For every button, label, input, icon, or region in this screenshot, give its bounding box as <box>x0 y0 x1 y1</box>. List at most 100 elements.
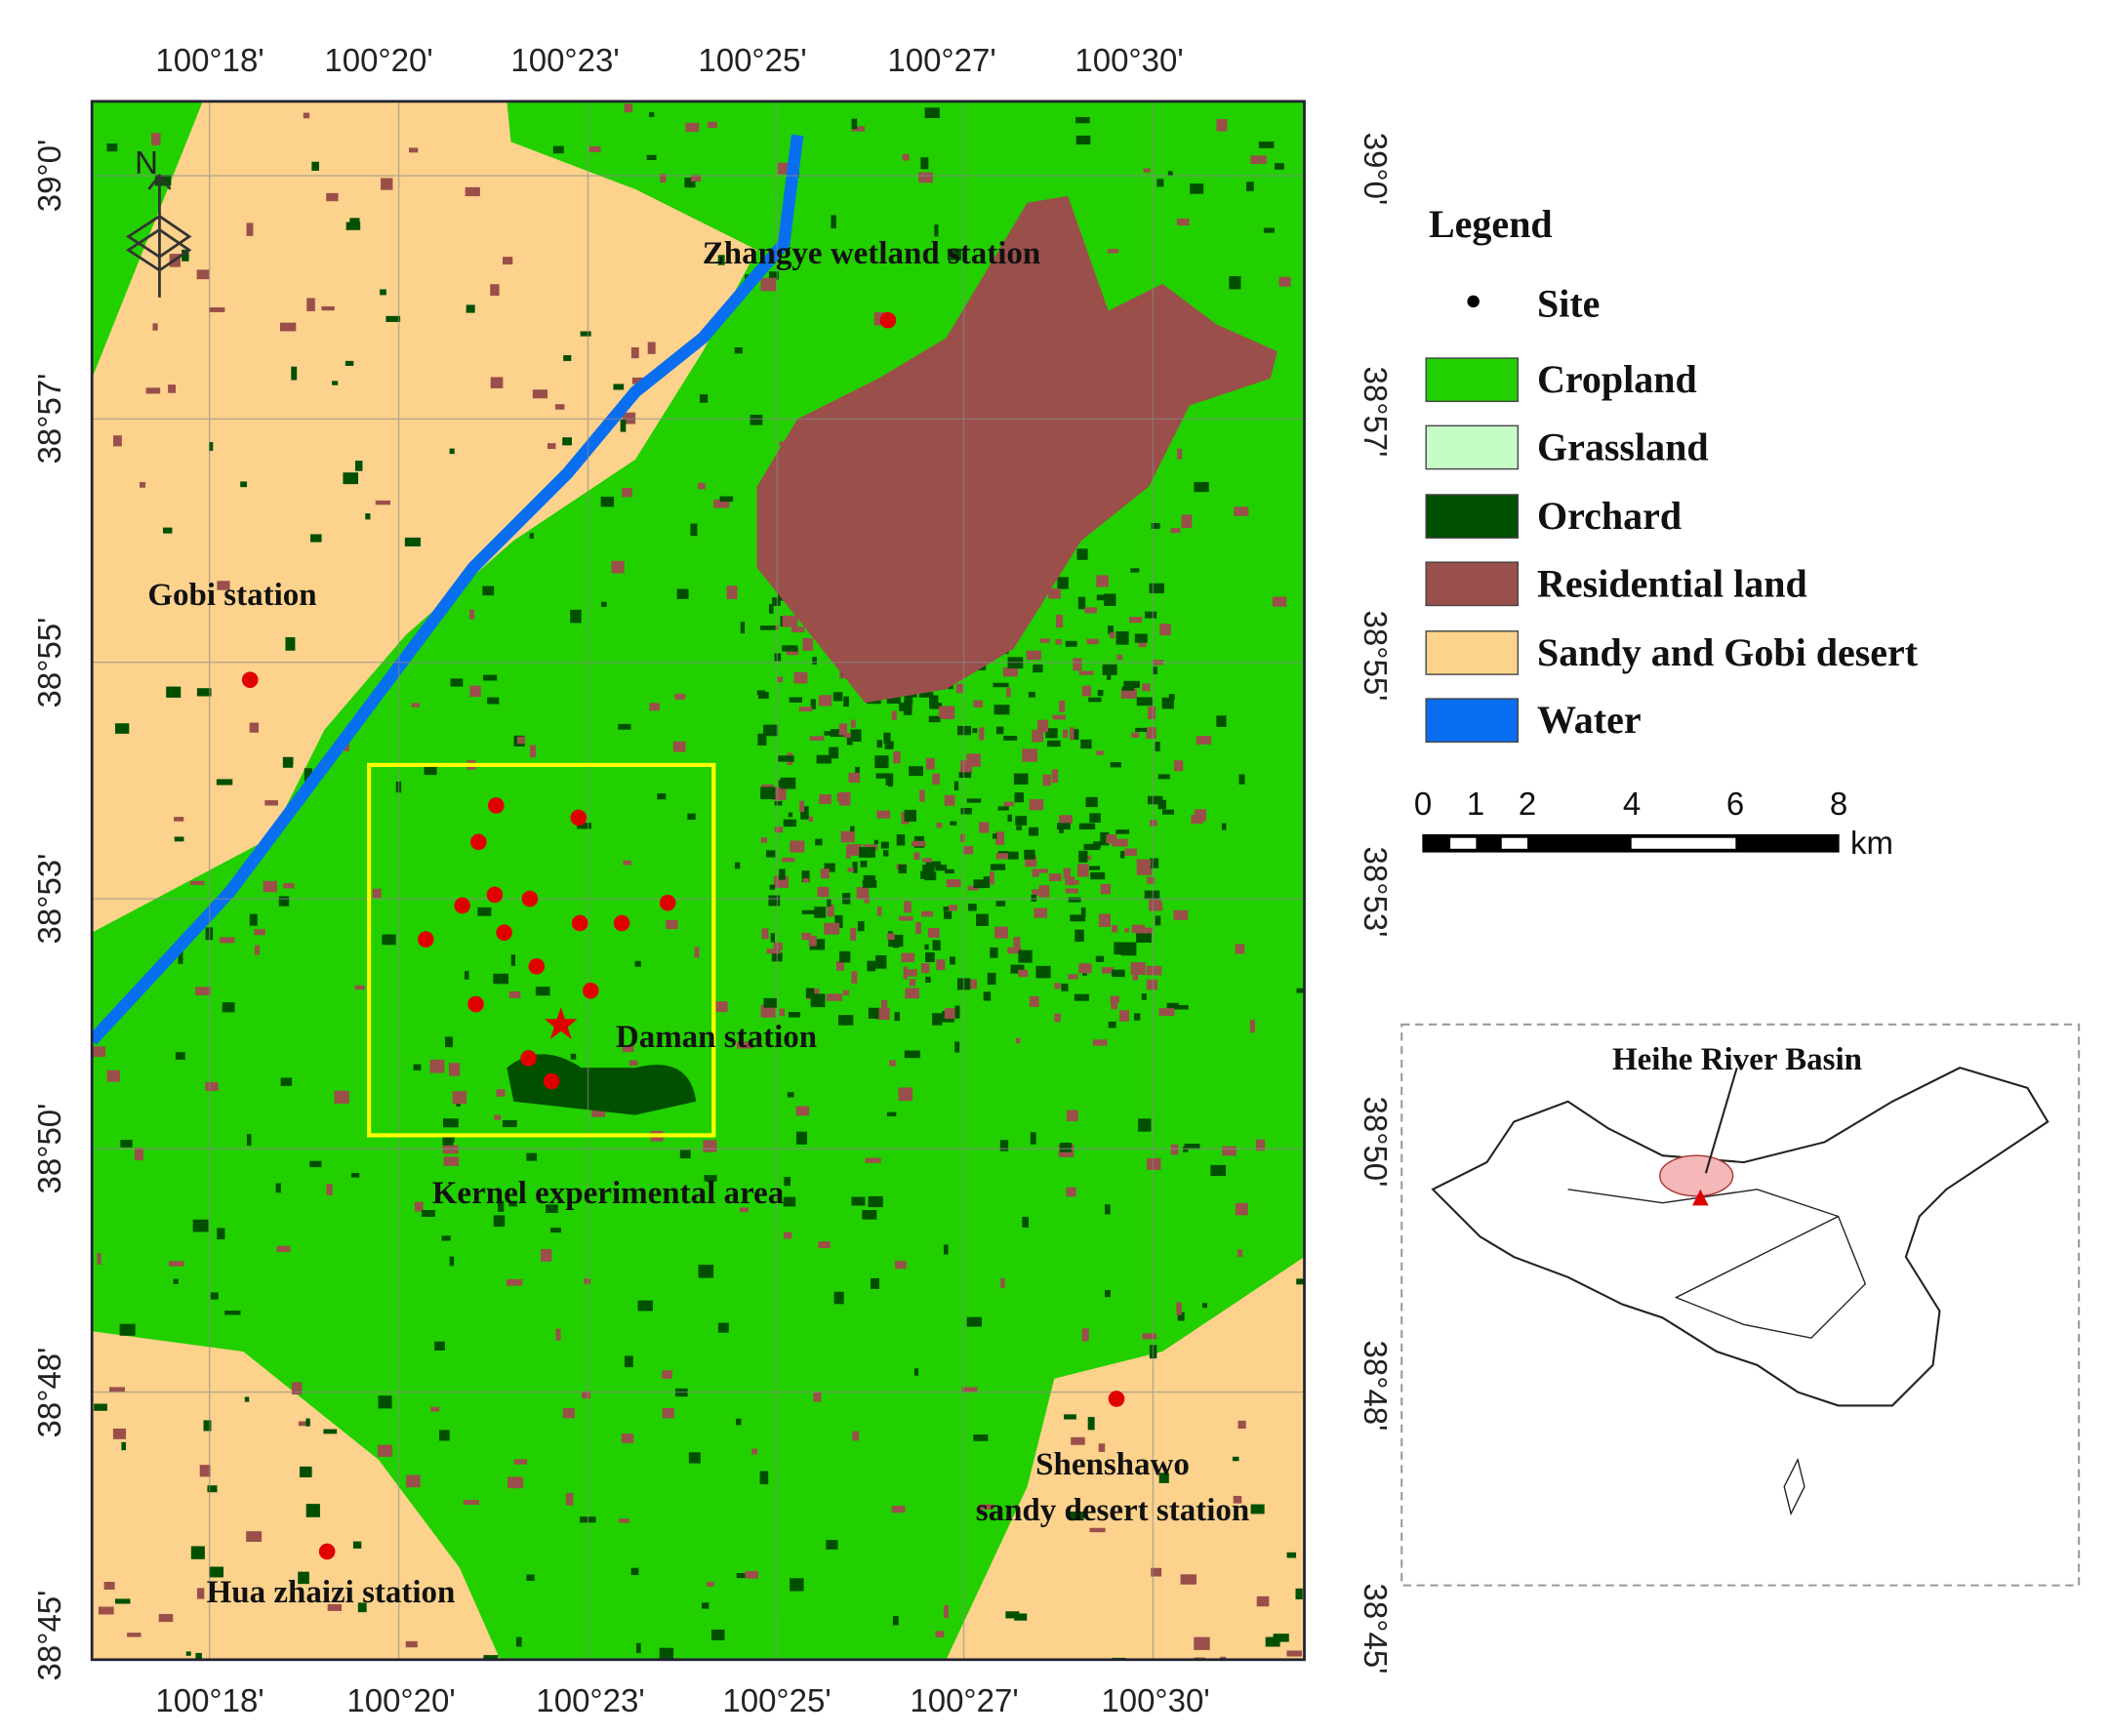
residential <box>865 1157 881 1163</box>
orchard <box>932 940 941 950</box>
residential <box>1250 155 1267 164</box>
site <box>486 886 504 904</box>
orchard <box>285 637 296 651</box>
site <box>417 931 434 948</box>
residential <box>1039 638 1050 643</box>
orchard <box>816 754 831 764</box>
residential <box>127 1633 142 1637</box>
orchard <box>637 1300 653 1312</box>
residential <box>808 816 814 823</box>
residential <box>611 560 625 574</box>
orchard <box>859 847 875 858</box>
orchard <box>759 1471 769 1485</box>
residential <box>1037 719 1049 733</box>
orchard <box>1100 831 1110 846</box>
residential <box>961 1387 978 1393</box>
orchard <box>852 862 858 873</box>
residential <box>1146 965 1162 976</box>
residential <box>893 750 901 764</box>
lat-label: 38°50' <box>31 1104 67 1194</box>
residential <box>326 1184 333 1195</box>
orchard <box>483 1655 499 1660</box>
orchard <box>993 682 1009 688</box>
orchard <box>535 987 550 996</box>
residential <box>1124 927 1129 933</box>
residential <box>442 1145 459 1154</box>
lat-label: 39°0' <box>1358 133 1394 206</box>
orchard <box>688 1452 701 1464</box>
residential <box>1147 876 1156 884</box>
residential <box>708 121 717 129</box>
legend-label: Sandy and Gobi desert <box>1537 630 1919 674</box>
site <box>659 894 676 911</box>
orchard <box>759 626 776 630</box>
residential <box>1216 119 1228 132</box>
residential <box>540 1249 552 1262</box>
residential <box>372 888 382 899</box>
orchard <box>222 1002 235 1013</box>
residential <box>851 971 858 984</box>
orchard <box>1096 594 1109 601</box>
residential <box>782 857 795 863</box>
residential <box>1073 658 1082 671</box>
orchard <box>1135 727 1148 733</box>
residential <box>852 1431 860 1441</box>
orchard <box>1151 522 1160 529</box>
residential <box>894 1261 907 1270</box>
residential <box>529 745 537 758</box>
residential <box>1078 670 1094 675</box>
residential <box>1096 575 1109 587</box>
residential <box>622 487 632 498</box>
orchard <box>620 419 627 432</box>
orchard <box>1296 988 1305 993</box>
orchard <box>973 1434 989 1441</box>
residential <box>791 626 805 633</box>
orchard <box>217 1228 225 1240</box>
orchard <box>871 1277 879 1289</box>
orchard <box>216 779 233 786</box>
orchard <box>323 1429 338 1434</box>
residential <box>246 1531 263 1543</box>
orchard <box>278 896 290 907</box>
orchard <box>352 1541 362 1549</box>
residential <box>306 298 315 311</box>
orchard <box>935 865 948 871</box>
site <box>496 924 512 941</box>
residential <box>506 1278 523 1286</box>
lon-label: 100°20' <box>346 1682 455 1718</box>
residential <box>555 1328 561 1341</box>
orchard <box>1138 1118 1152 1132</box>
residential <box>1089 1527 1106 1533</box>
residential <box>465 186 480 197</box>
residential <box>955 683 963 694</box>
residential <box>1147 707 1156 719</box>
residential <box>946 879 961 888</box>
orchard <box>1263 227 1275 233</box>
residential <box>838 723 848 736</box>
residential <box>772 787 787 801</box>
orchard <box>1136 697 1153 707</box>
site <box>521 890 539 908</box>
orchard <box>815 838 823 846</box>
orchard <box>783 819 797 828</box>
lat-label: 38°55' <box>31 618 67 708</box>
residential <box>1042 774 1051 787</box>
residential <box>1180 1574 1196 1585</box>
residential <box>92 1046 106 1058</box>
residential <box>773 625 779 630</box>
residential <box>532 389 548 399</box>
residential <box>1006 687 1011 698</box>
orchard <box>305 1504 320 1517</box>
orchard <box>562 437 572 446</box>
sites <box>241 311 1125 1560</box>
orchard <box>875 773 886 779</box>
map-frame <box>90 100 1306 1662</box>
orchard <box>868 1195 883 1208</box>
orchard <box>740 622 746 634</box>
residential <box>1003 801 1014 807</box>
orchard <box>1184 1143 1200 1150</box>
orchard <box>1076 548 1088 560</box>
orchard <box>757 691 769 699</box>
orchard <box>1110 762 1121 768</box>
orchard <box>1007 851 1019 860</box>
